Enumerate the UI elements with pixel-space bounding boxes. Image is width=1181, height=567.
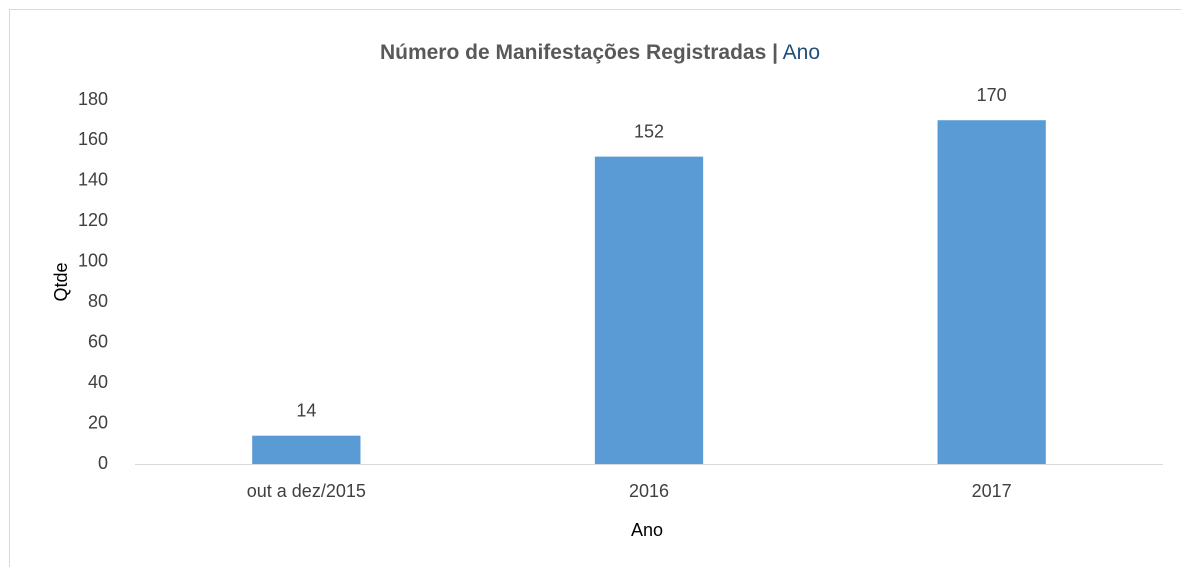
chart-title-highlight: Ano [783, 41, 820, 64]
data-label: 152 [634, 121, 664, 141]
x-tick-label: 2017 [972, 481, 1012, 501]
y-tick-label: 120 [78, 210, 108, 230]
bar [594, 156, 704, 464]
data-label: 170 [977, 85, 1007, 105]
x-tick-label: 2016 [629, 481, 669, 501]
y-tick-label: 0 [98, 453, 108, 473]
y-tick-label: 100 [78, 251, 108, 271]
x-axis-label: Ano [631, 520, 663, 540]
y-tick-label: 180 [78, 89, 108, 109]
bar [937, 120, 1046, 464]
x-tick-label: out a dez/2015 [247, 481, 366, 501]
bar [252, 435, 361, 464]
y-tick-label: 160 [78, 129, 108, 149]
chart-title: Número de Manifestações Registradas | An… [380, 41, 820, 64]
y-tick-label: 20 [88, 412, 108, 432]
y-tick-label: 80 [88, 291, 108, 311]
y-tick-label: 40 [88, 372, 108, 392]
y-tick-label: 60 [88, 331, 108, 351]
y-tick-label: 140 [78, 170, 108, 190]
y-axis-label: Qtde [51, 262, 71, 301]
data-label: 14 [296, 400, 316, 420]
chart-title-main: Número de Manifestações Registradas | [380, 41, 778, 64]
